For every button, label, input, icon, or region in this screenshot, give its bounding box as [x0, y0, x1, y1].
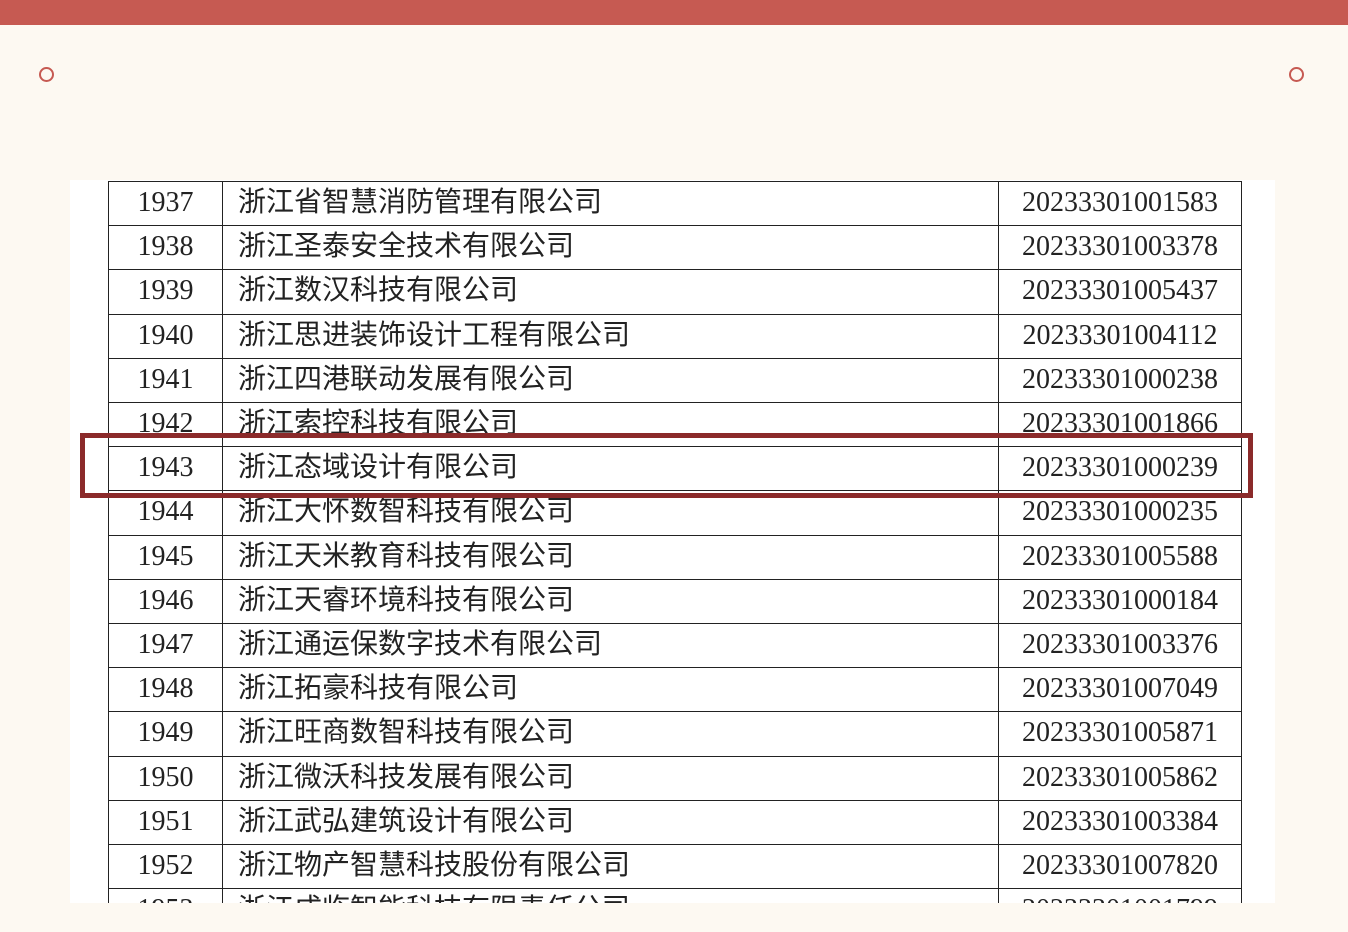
table-cell: 浙江成临智能科技有限责任公司 [222, 889, 998, 903]
table-row: 1941 浙江四港联动发展有限公司 20233301000238 [108, 357, 1242, 403]
table-row: 1945 浙江天米教育科技有限公司 20233301005588 [108, 534, 1242, 580]
document-sheet: 1937 浙江省智慧消防管理有限公司 20233301001583 1938 浙江圣泰安… [70, 180, 1275, 903]
table-cell: 20233301003378 [998, 226, 1242, 271]
table-cell: 浙江物产智慧科技股份有限公司 [222, 845, 998, 889]
table-cell: 1947 [108, 624, 222, 668]
table-cell: 浙江数汉科技有限公司 [222, 270, 998, 315]
table-row: 1952 浙江物产智慧科技股份有限公司 20233301007820 [108, 844, 1242, 889]
table-row: 1947 浙江通运保数字技术有限公司 20233301003376 [108, 623, 1242, 668]
table-cell: 1940 [108, 314, 222, 359]
table-cell: 1939 [108, 270, 222, 315]
top-bar [0, 0, 1348, 25]
table-cell: 浙江四港联动发展有限公司 [222, 358, 998, 403]
table-cell: 浙江大怀数智科技有限公司 [222, 491, 998, 536]
table-cell: 1948 [108, 668, 222, 713]
decor-dot [39, 67, 54, 82]
table-cell: 20233301005862 [998, 756, 1242, 801]
table-cell: 1951 [108, 800, 222, 845]
table-cell: 20233301003384 [998, 800, 1242, 845]
table-row: 1948 浙江拓豪科技有限公司 20233301007049 [108, 667, 1242, 713]
table-cell: 浙江通运保数字技术有限公司 [222, 624, 998, 668]
table-cell: 1937 [108, 182, 222, 226]
table-cell: 浙江旺商数智科技有限公司 [222, 712, 998, 757]
table-cell: 浙江态域设计有限公司 [222, 447, 998, 492]
table-row: 1950 浙江微沃科技发展有限公司 20233301005862 [108, 755, 1242, 801]
table-cell: 浙江武弘建筑设计有限公司 [222, 800, 998, 845]
table-cell: 1952 [108, 845, 222, 889]
table-cell: 浙江天米教育科技有限公司 [222, 535, 998, 580]
table-cell: 20233301000239 [998, 447, 1242, 492]
table-cell: 20233301005871 [998, 712, 1242, 757]
table-row: 1953浙江成临智能科技有限责任公司20233301001799 [108, 888, 1242, 903]
table-cell: 浙江思进装饰设计工程有限公司 [222, 314, 998, 359]
table-cell: 浙江天睿环境科技有限公司 [222, 579, 998, 624]
table-cell: 1949 [108, 712, 222, 757]
table-cell: 1950 [108, 756, 222, 801]
table-cell: 1941 [108, 358, 222, 403]
table-row: 1939 浙江数汉科技有限公司 20233301005437 [108, 269, 1242, 315]
table-cell: 20233301005437 [998, 270, 1242, 315]
highlight-box [80, 433, 1253, 498]
table-row: 1949 浙江旺商数智科技有限公司 20233301005871 [108, 711, 1242, 757]
table-row: 1946 浙江天睿环境科技有限公司 20233301000184 [108, 578, 1242, 624]
decor-dot [1289, 67, 1304, 82]
table-cell: 浙江省智慧消防管理有限公司 [222, 182, 998, 226]
table-cell: 20233301003376 [998, 624, 1242, 668]
table-cell: 20233301000184 [998, 579, 1242, 624]
table-cell: 20233301000238 [998, 358, 1242, 403]
table-cell: 20233301000235 [998, 491, 1242, 536]
table-row: 1951 浙江武弘建筑设计有限公司 20233301003384 [108, 799, 1242, 845]
table-row: 1938 浙江圣泰安全技术有限公司 20233301003378 [108, 225, 1242, 271]
table-row: 1944 浙江大怀数智科技有限公司 20233301000235 [108, 490, 1242, 536]
table-cell: 20233301007820 [998, 845, 1242, 889]
table-cell: 20233301005588 [998, 535, 1242, 580]
table-cell: 浙江拓豪科技有限公司 [222, 668, 998, 713]
table-cell: 浙江微沃科技发展有限公司 [222, 756, 998, 801]
table-cell: 1945 [108, 535, 222, 580]
table-row: 1940 浙江思进装饰设计工程有限公司 20233301004112 [108, 313, 1242, 359]
table-cell: 1943 [108, 447, 222, 492]
table-cell: 1944 [108, 491, 222, 536]
table-cell: 20233301001583 [998, 182, 1242, 226]
table-cell: 1946 [108, 579, 222, 624]
table-cell: 1953 [108, 889, 222, 903]
table-row: 1937 浙江省智慧消防管理有限公司 20233301001583 [108, 181, 1242, 226]
table-cell: 20233301004112 [998, 314, 1242, 359]
table-cell: 20233301007049 [998, 668, 1242, 713]
table-cell: 浙江圣泰安全技术有限公司 [222, 226, 998, 271]
table-row: 1943 浙江态域设计有限公司 20233301000239 [108, 446, 1242, 492]
table-cell: 20233301001799 [998, 889, 1242, 903]
table-cell: 1938 [108, 226, 222, 271]
